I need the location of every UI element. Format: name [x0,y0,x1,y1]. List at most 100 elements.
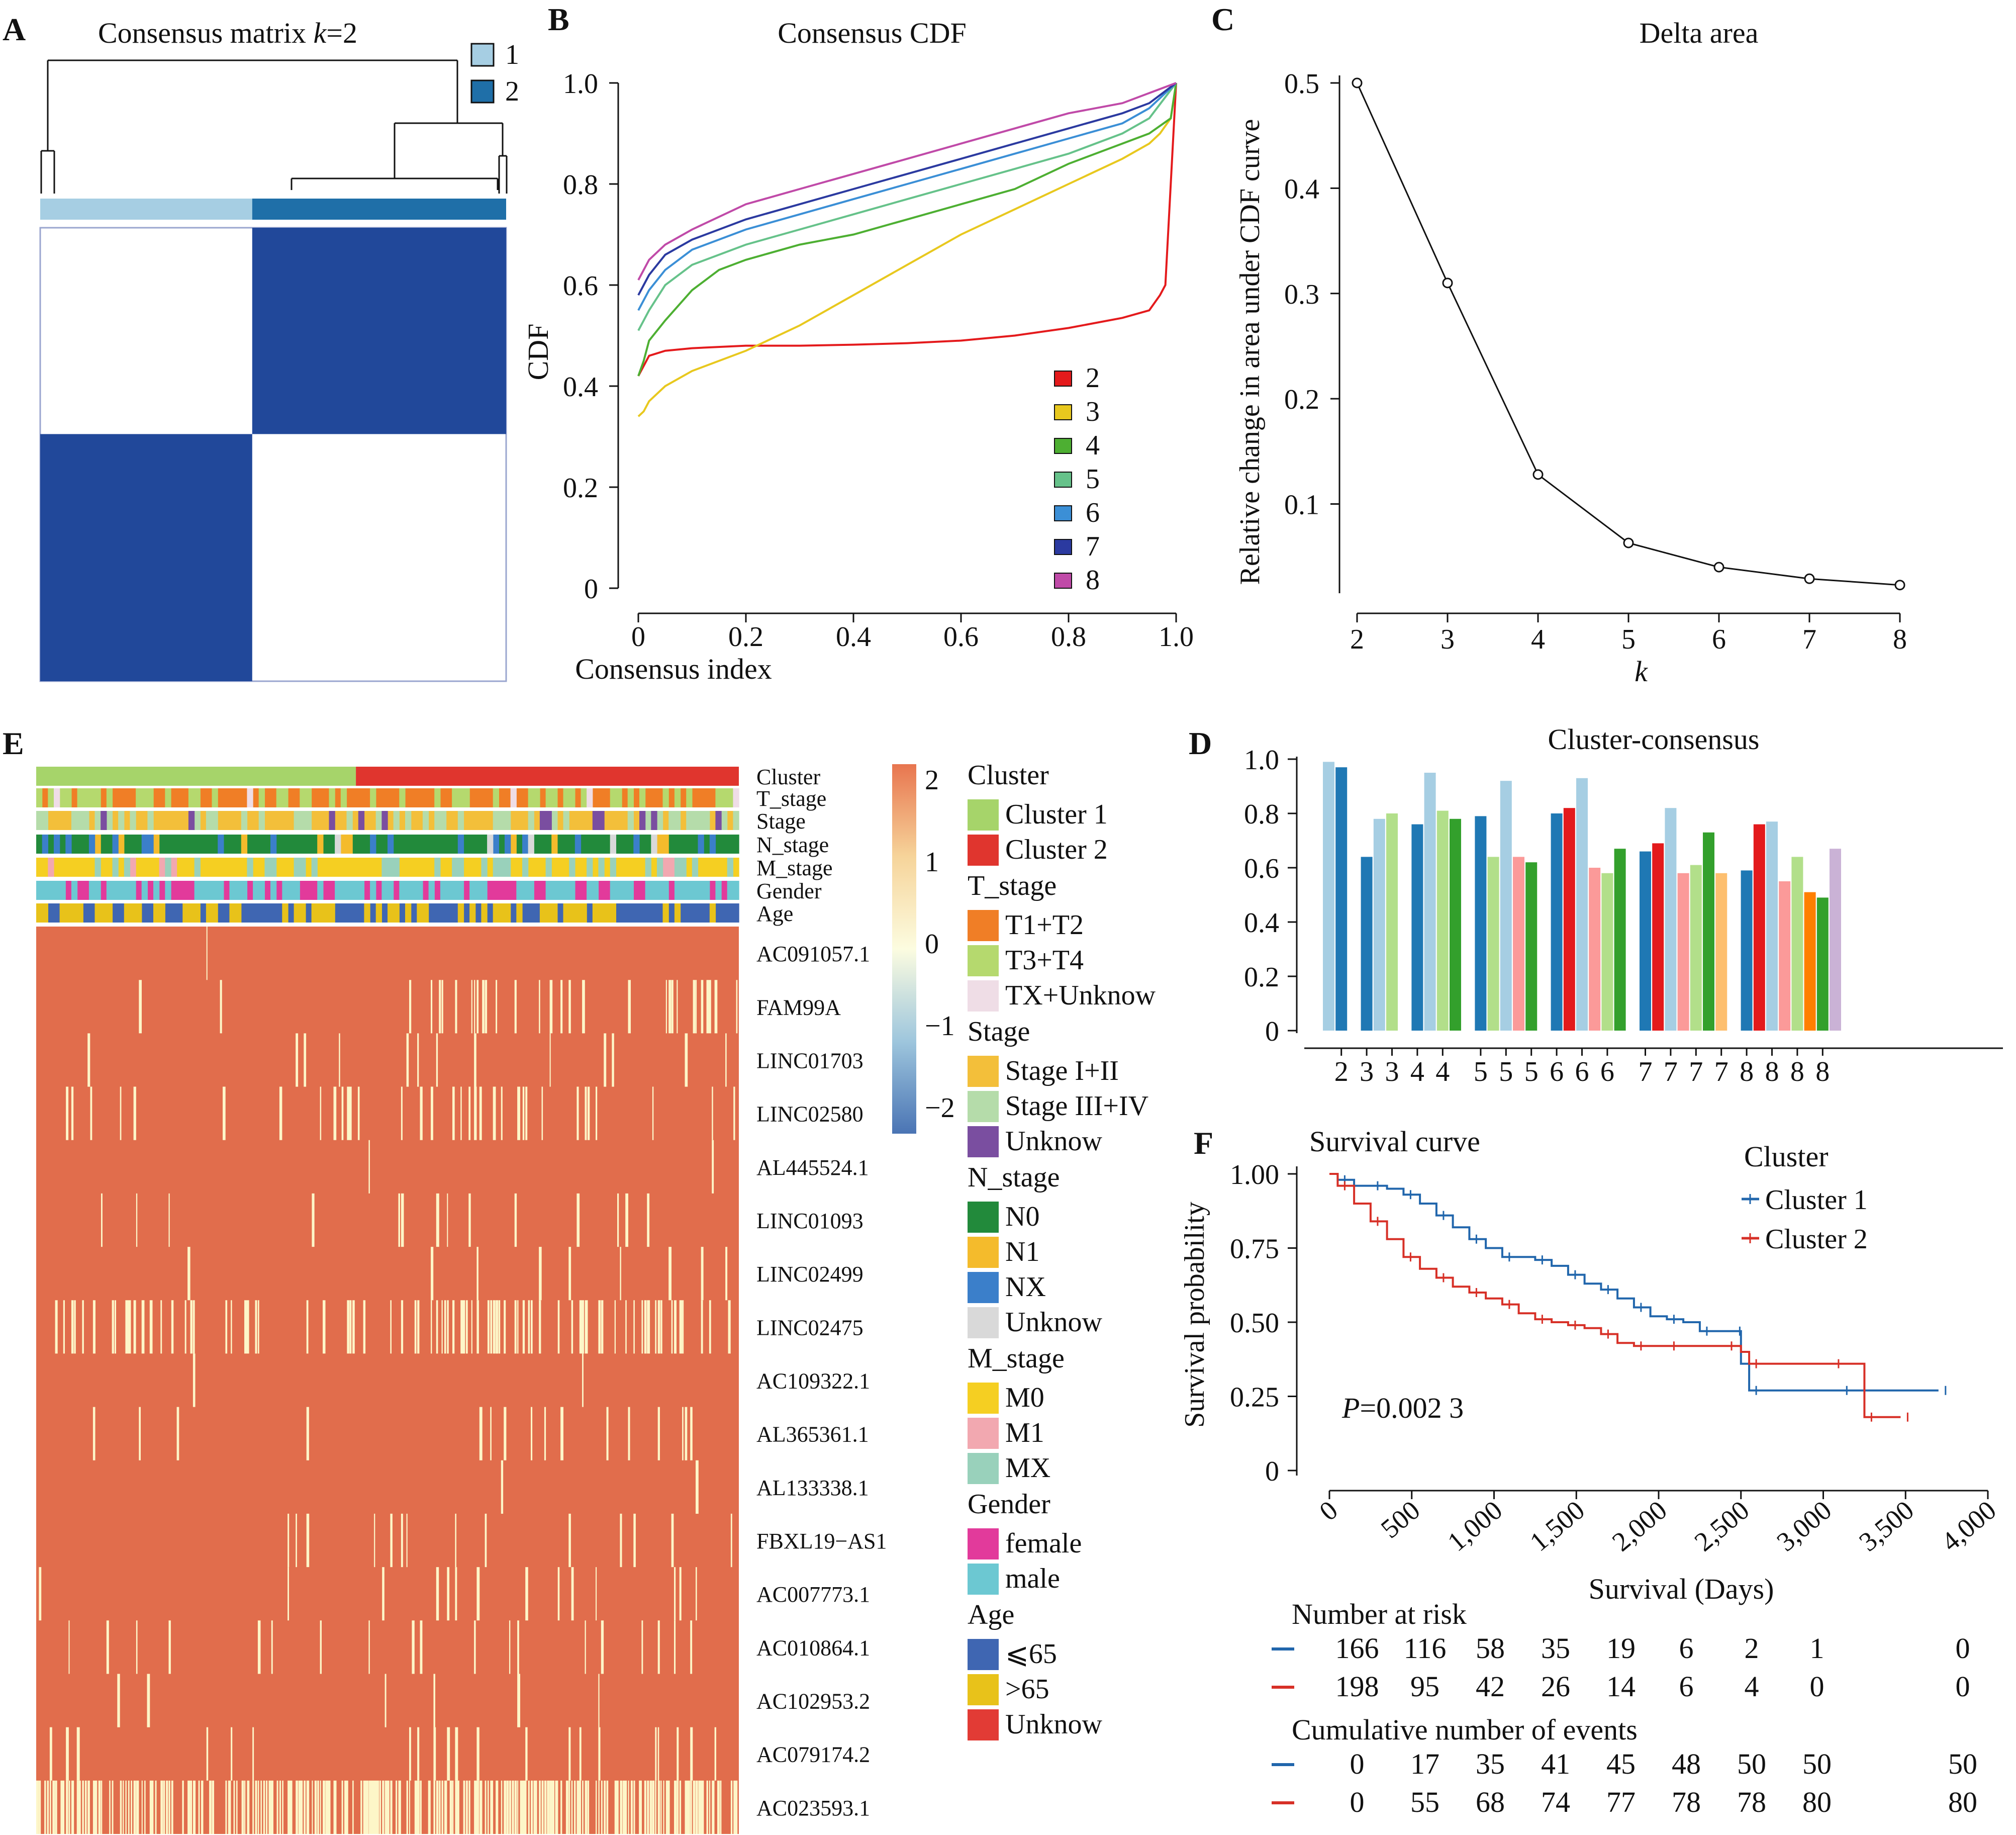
plot-area [637,82,1177,417]
delta-line [1356,82,1900,586]
x-tick-label: 3 [1385,1056,1399,1087]
annotation-age-level-1 [48,903,739,923]
plot-area [1329,1173,1947,1422]
gene-label: AC079174.2 [756,1742,870,1767]
bar-k2-1 [1323,762,1334,1031]
panel-c: C Delta area k Relative change in area u… [1211,2,1907,688]
x-tick-label: 6 [1600,1056,1614,1087]
bar-k8-4 [1779,881,1791,1031]
y-tick-label: 1.0 [563,68,598,100]
legend-swatch-6 [1054,505,1072,521]
x-tick-label: 2,500 [1689,1495,1755,1557]
risk-cell: 42 [1476,1670,1505,1703]
bar-k6-4 [1589,868,1601,1031]
y-tick-label: 0.75 [1230,1234,1279,1265]
legend-label-6: 6 [1086,497,1100,528]
legend-title: Cluster [968,760,1049,791]
annotation-gender-level-1 [65,881,728,900]
events-cell: 68 [1476,1786,1505,1818]
consensus-block-lower [40,434,252,681]
legend-item-label: Stage I+II [1005,1055,1119,1086]
delta-point [1532,469,1544,480]
y-axis-label: CDF [522,324,554,381]
legend-label: Cluster 1 [1765,1184,1868,1216]
y-tick-label: 0.3 [1284,279,1319,310]
delta-point [1894,580,1905,591]
series-line-8 [637,82,1177,281]
x-tick-label: 1.0 [1159,621,1194,653]
y-tick-label: 0.25 [1230,1382,1279,1413]
legend-swatch-8 [1054,573,1072,589]
legend-label-8: 8 [1086,565,1100,596]
annotation-t_stage-level-2 [36,788,733,807]
y-tick-label: 0.2 [1244,962,1279,993]
events-cell: 74 [1541,1786,1570,1818]
x-tick-label: 1,500 [1524,1495,1590,1557]
events-cell: 17 [1410,1748,1439,1780]
events-cell: 48 [1672,1748,1701,1780]
risk-cell: 19 [1606,1632,1636,1665]
annotation-row-label: Stage [756,809,806,834]
x-tick-label: 0.4 [836,621,871,653]
legend-swatch [968,1674,999,1705]
panel-f: F Survival curve Survival (Days) Surviva… [1179,1125,2002,1818]
events-cell: 80 [1802,1786,1832,1818]
gene-label: AC010864.1 [756,1635,870,1660]
bar-k4-1 [1411,824,1423,1031]
x-tick-label: 7 [1714,1056,1729,1087]
legend-item-label: TX+Unknow [1005,980,1156,1011]
events-cell: 0 [1350,1786,1365,1818]
x-tick-label: 1,000 [1442,1495,1508,1557]
heatmap-row-17 [36,1780,738,1834]
bar-k7-4 [1677,873,1689,1031]
legend-title: Stage [968,1016,1030,1047]
x-tick-label: 5 [1621,624,1636,655]
legend-item-label: female [1005,1528,1082,1559]
x-axis-label: Survival (Days) [1589,1573,1774,1605]
series-line-4 [637,82,1177,377]
bar-k3-1 [1361,857,1373,1031]
x-tick-label: 3 [1441,624,1455,655]
risk-cell: 116 [1404,1632,1447,1665]
bar-k7-6 [1703,832,1714,1031]
x-tick-label: 500 [1375,1495,1426,1544]
x-tick-label: 8 [1740,1056,1754,1087]
annotation-stage-level-3 [101,811,722,830]
x-tick-label: 4 [1531,624,1545,655]
axes: 0 0.25 0.50 0.75 1.00 0 500 1,000 1,500 2,000 2,50… [1230,1159,2002,1557]
legend-item-label: Cluster 2 [1005,834,1108,865]
x-tick-label: 3,500 [1853,1495,1919,1557]
legend-title: T_stage [968,870,1057,901]
color-scale: 2 1 0 −1 −2 [892,764,955,1134]
legend-swatch-4 [1054,438,1072,454]
events-cell: 0 [1350,1748,1365,1780]
legend-title: M_stage [968,1343,1065,1374]
risk-cell: 4 [1745,1670,1759,1703]
bar-k6-5 [1601,873,1613,1031]
bar-k4-4 [1450,818,1461,1031]
legend-swatch [968,1091,999,1122]
legend-swatch [968,1528,999,1559]
x-tick-label: 6 [1712,624,1726,655]
y-tick-label: 0.4 [1244,907,1279,939]
x-tick-label: 6 [1575,1056,1589,1087]
annotation-cluster-1 [36,767,356,786]
y-tick-label: 0.2 [563,473,598,504]
heatmap-row-12 [287,1513,732,1568]
legend-item-label: N1 [1005,1236,1039,1267]
risk-cell: 166 [1335,1632,1379,1665]
legend-item-label: Unknow [1005,1126,1102,1157]
risk-cell: 58 [1476,1632,1505,1665]
color-scale-bar [892,764,916,1134]
x-tick-label: 8 [1790,1056,1804,1087]
delta-point [1713,562,1724,573]
bar-k5-2 [1487,857,1499,1031]
panel-a-title: Consensus matrix k=2 [98,17,357,49]
x-tick-label: 3,000 [1771,1495,1838,1557]
chart-title: Cluster-consensus [1548,723,1760,756]
km-censor-marks-2 [1343,1181,1908,1422]
annotation-tracks: ClusterT_stageStageN_stageM_stageGenderA… [36,765,833,926]
events-cell: 50 [1737,1748,1766,1780]
gene-label: AC023593.1 [756,1796,870,1820]
